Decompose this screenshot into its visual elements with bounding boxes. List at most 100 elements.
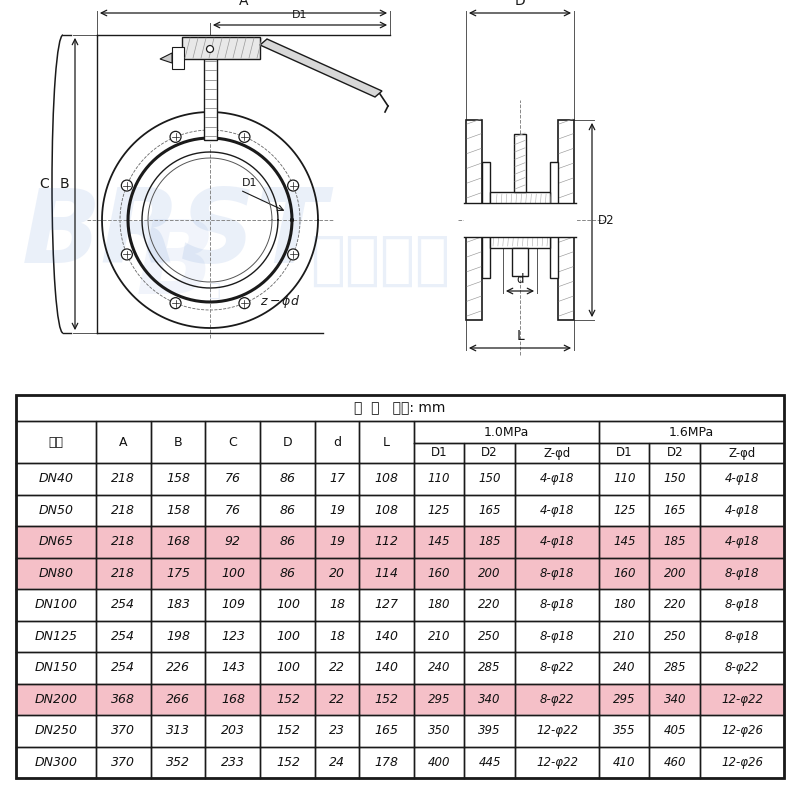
Polygon shape: [315, 463, 358, 494]
Text: 400: 400: [428, 756, 450, 769]
Text: 295: 295: [613, 693, 635, 706]
Text: 158: 158: [166, 504, 190, 517]
Polygon shape: [261, 652, 315, 683]
Polygon shape: [650, 621, 700, 652]
Polygon shape: [464, 715, 515, 746]
Text: 254: 254: [111, 630, 135, 642]
Text: $z-\phi d$: $z-\phi d$: [260, 294, 300, 310]
Polygon shape: [414, 589, 464, 621]
Text: 8-φ22: 8-φ22: [540, 693, 574, 706]
Bar: [490, 192, 550, 248]
Polygon shape: [95, 558, 150, 589]
Polygon shape: [358, 463, 414, 494]
Text: 140: 140: [374, 630, 398, 642]
Polygon shape: [261, 683, 315, 715]
Polygon shape: [16, 746, 95, 778]
Text: 152: 152: [276, 756, 300, 769]
Text: 127: 127: [374, 598, 398, 611]
Text: 123: 123: [221, 630, 245, 642]
Text: 352: 352: [166, 756, 190, 769]
Bar: [182, 37, 260, 59]
Polygon shape: [464, 589, 515, 621]
Polygon shape: [700, 621, 784, 652]
Text: 4-φ18: 4-φ18: [725, 472, 759, 486]
Polygon shape: [358, 621, 414, 652]
Polygon shape: [650, 683, 700, 715]
Text: 76: 76: [225, 472, 241, 486]
Polygon shape: [261, 526, 315, 558]
Text: 160: 160: [428, 566, 450, 580]
Circle shape: [122, 180, 132, 191]
Text: 350: 350: [428, 724, 450, 738]
Text: 198: 198: [166, 630, 190, 642]
Text: 8-φ18: 8-φ18: [725, 598, 759, 611]
Text: DN100: DN100: [34, 598, 78, 611]
Text: 165: 165: [478, 504, 501, 517]
Bar: [514, 134, 526, 192]
Text: 112: 112: [374, 535, 398, 548]
Polygon shape: [206, 463, 261, 494]
Text: 313: 313: [166, 724, 190, 738]
Text: 110: 110: [613, 472, 635, 486]
Text: 1.6MPa: 1.6MPa: [669, 426, 714, 438]
Circle shape: [206, 46, 214, 53]
Polygon shape: [261, 421, 315, 463]
Polygon shape: [414, 494, 464, 526]
Text: 370: 370: [111, 724, 135, 738]
Text: 160: 160: [613, 566, 635, 580]
Text: 12-φ22: 12-φ22: [721, 693, 763, 706]
Polygon shape: [315, 746, 358, 778]
Polygon shape: [16, 421, 95, 463]
Text: 20: 20: [329, 566, 345, 580]
Text: 295: 295: [428, 693, 450, 706]
Text: D1: D1: [616, 446, 633, 459]
Text: 233: 233: [221, 756, 245, 769]
Text: L: L: [382, 435, 390, 449]
Polygon shape: [261, 463, 315, 494]
Polygon shape: [16, 621, 95, 652]
Polygon shape: [650, 443, 700, 463]
Text: 175: 175: [166, 566, 190, 580]
Text: DN65: DN65: [38, 535, 74, 548]
Text: 210: 210: [428, 630, 450, 642]
Text: 8-φ22: 8-φ22: [540, 662, 574, 674]
Polygon shape: [150, 558, 206, 589]
Polygon shape: [16, 715, 95, 746]
Polygon shape: [315, 683, 358, 715]
Text: 24: 24: [329, 756, 345, 769]
Polygon shape: [150, 494, 206, 526]
Polygon shape: [16, 463, 95, 494]
Bar: [558, 120, 574, 320]
Polygon shape: [150, 652, 206, 683]
Text: D1: D1: [242, 178, 258, 188]
Circle shape: [239, 131, 250, 142]
Polygon shape: [206, 589, 261, 621]
Polygon shape: [358, 652, 414, 683]
Polygon shape: [206, 652, 261, 683]
Polygon shape: [599, 526, 650, 558]
Text: D: D: [514, 0, 526, 8]
Polygon shape: [95, 621, 150, 652]
Polygon shape: [650, 558, 700, 589]
Polygon shape: [206, 683, 261, 715]
Text: B: B: [174, 435, 182, 449]
Text: Z-φd: Z-φd: [729, 446, 756, 459]
Polygon shape: [700, 463, 784, 494]
Polygon shape: [95, 526, 150, 558]
Text: DN125: DN125: [34, 630, 78, 642]
Text: 285: 285: [478, 662, 501, 674]
Text: 23: 23: [329, 724, 345, 738]
Polygon shape: [464, 443, 515, 463]
Text: DN250: DN250: [34, 724, 78, 738]
Polygon shape: [464, 526, 515, 558]
Polygon shape: [464, 558, 515, 589]
Text: 185: 185: [663, 535, 686, 548]
Text: BRST: BRST: [22, 185, 328, 286]
Polygon shape: [16, 683, 95, 715]
Text: Z-φd: Z-φd: [543, 446, 570, 459]
Text: 395: 395: [478, 724, 501, 738]
Bar: [482, 162, 490, 278]
Text: L: L: [516, 329, 524, 343]
Polygon shape: [358, 421, 414, 463]
Text: 165: 165: [374, 724, 398, 738]
